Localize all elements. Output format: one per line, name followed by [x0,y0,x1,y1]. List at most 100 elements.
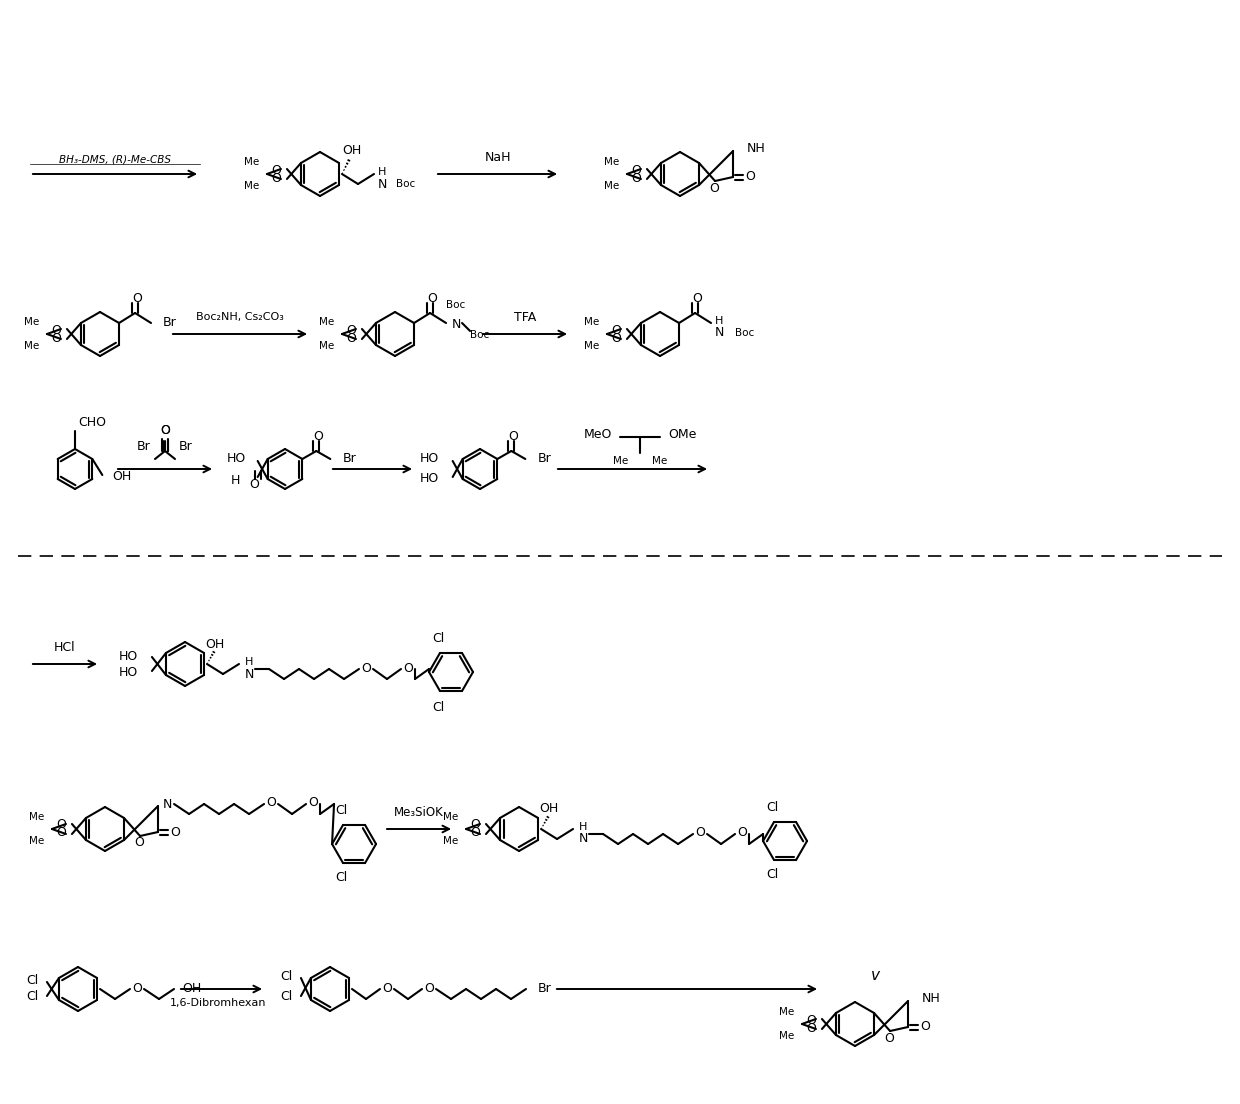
Text: Cl: Cl [432,701,444,713]
Text: O: O [424,981,434,995]
Text: O: O [51,323,61,337]
Text: O: O [611,331,621,344]
Text: N: N [578,832,588,846]
Text: Cl: Cl [27,990,38,1004]
Text: HCl: HCl [55,641,76,654]
Text: OH: OH [342,144,362,157]
Text: O: O [134,837,144,849]
Text: Me: Me [604,181,619,191]
Text: O: O [631,163,641,177]
Text: OH: OH [113,469,131,482]
Text: O: O [745,170,755,183]
Text: O: O [696,827,706,839]
Text: Br: Br [538,981,552,995]
Text: BH₃-DMS, (R)-Me-CBS: BH₃-DMS, (R)-Me-CBS [60,153,171,164]
Text: O: O [249,478,259,491]
Text: Me: Me [584,341,599,351]
Text: O: O [692,293,702,306]
Text: O: O [508,431,518,444]
Text: HO: HO [419,453,439,466]
Text: Br: Br [342,452,356,465]
Text: HO: HO [119,666,138,679]
Text: Me: Me [244,181,259,191]
Text: O: O [272,171,281,184]
Text: Me: Me [443,813,458,822]
Text: Cl: Cl [335,805,347,817]
Text: Boc: Boc [470,330,490,340]
Text: Boc: Boc [735,328,754,338]
Text: MeO: MeO [584,428,613,442]
Text: Cl: Cl [432,633,444,646]
Text: Cl: Cl [335,871,347,883]
Text: CHO: CHO [78,416,105,429]
Text: O: O [470,818,480,831]
Text: O: O [308,796,317,809]
Text: HO: HO [227,453,246,466]
Text: O: O [611,323,621,337]
Text: O: O [806,1013,816,1027]
Text: Me: Me [604,157,619,167]
Text: Me: Me [779,1031,794,1041]
Text: Cl: Cl [766,802,779,815]
Text: Br: Br [162,316,177,329]
Text: O: O [806,1021,816,1034]
Text: O: O [133,293,143,306]
Text: Cl: Cl [280,969,293,983]
Text: O: O [160,425,170,437]
Text: O: O [346,331,356,344]
Text: O: O [346,323,356,337]
Text: O: O [737,827,746,839]
Text: O: O [470,827,480,839]
Text: N: N [377,178,387,191]
Text: O: O [631,171,641,184]
Text: HO: HO [119,649,138,662]
Text: O: O [382,981,392,995]
Text: Me: Me [24,341,38,351]
Text: H: H [231,475,239,488]
Text: Br: Br [537,452,551,465]
Text: Cl: Cl [27,975,38,987]
Text: O: O [709,181,719,194]
Text: N: N [162,797,172,810]
Text: NH: NH [746,142,766,156]
Text: H: H [244,657,253,667]
Text: O: O [56,818,66,831]
Text: OH: OH [539,803,559,816]
Text: Me: Me [443,836,458,846]
Text: Br: Br [179,440,192,454]
Text: O: O [267,796,277,809]
Text: Me: Me [319,317,334,327]
Text: v: v [870,968,879,984]
Text: OH: OH [182,981,201,995]
Text: H: H [579,822,588,832]
Text: O: O [51,331,61,344]
Text: O: O [920,1020,930,1033]
Text: HO: HO [419,471,439,485]
Text: Boc: Boc [396,179,415,189]
Text: Cl: Cl [766,868,779,881]
Text: OMe: OMe [668,428,697,442]
Text: Me: Me [652,456,667,466]
Text: O: O [160,425,170,437]
Text: NH: NH [923,992,941,1006]
Text: Cl: Cl [280,990,293,1004]
Text: N: N [244,668,254,680]
Text: Me: Me [584,317,599,327]
Text: Me: Me [29,813,43,822]
Text: 1,6-Dibromhexan: 1,6-Dibromhexan [170,998,267,1008]
Text: O: O [133,981,141,995]
Text: Me: Me [613,456,627,466]
Text: Me: Me [319,341,334,351]
Text: H: H [715,316,723,326]
Text: TFA: TFA [513,311,536,323]
Text: Me: Me [244,157,259,167]
Text: Me: Me [29,836,43,846]
Text: OH: OH [206,637,224,650]
Text: O: O [403,661,413,675]
Text: O: O [884,1031,894,1044]
Text: Me: Me [779,1007,794,1017]
Text: Br: Br [138,440,151,454]
Text: O: O [56,827,66,839]
Text: Boc: Boc [446,300,466,310]
Text: O: O [427,293,436,306]
